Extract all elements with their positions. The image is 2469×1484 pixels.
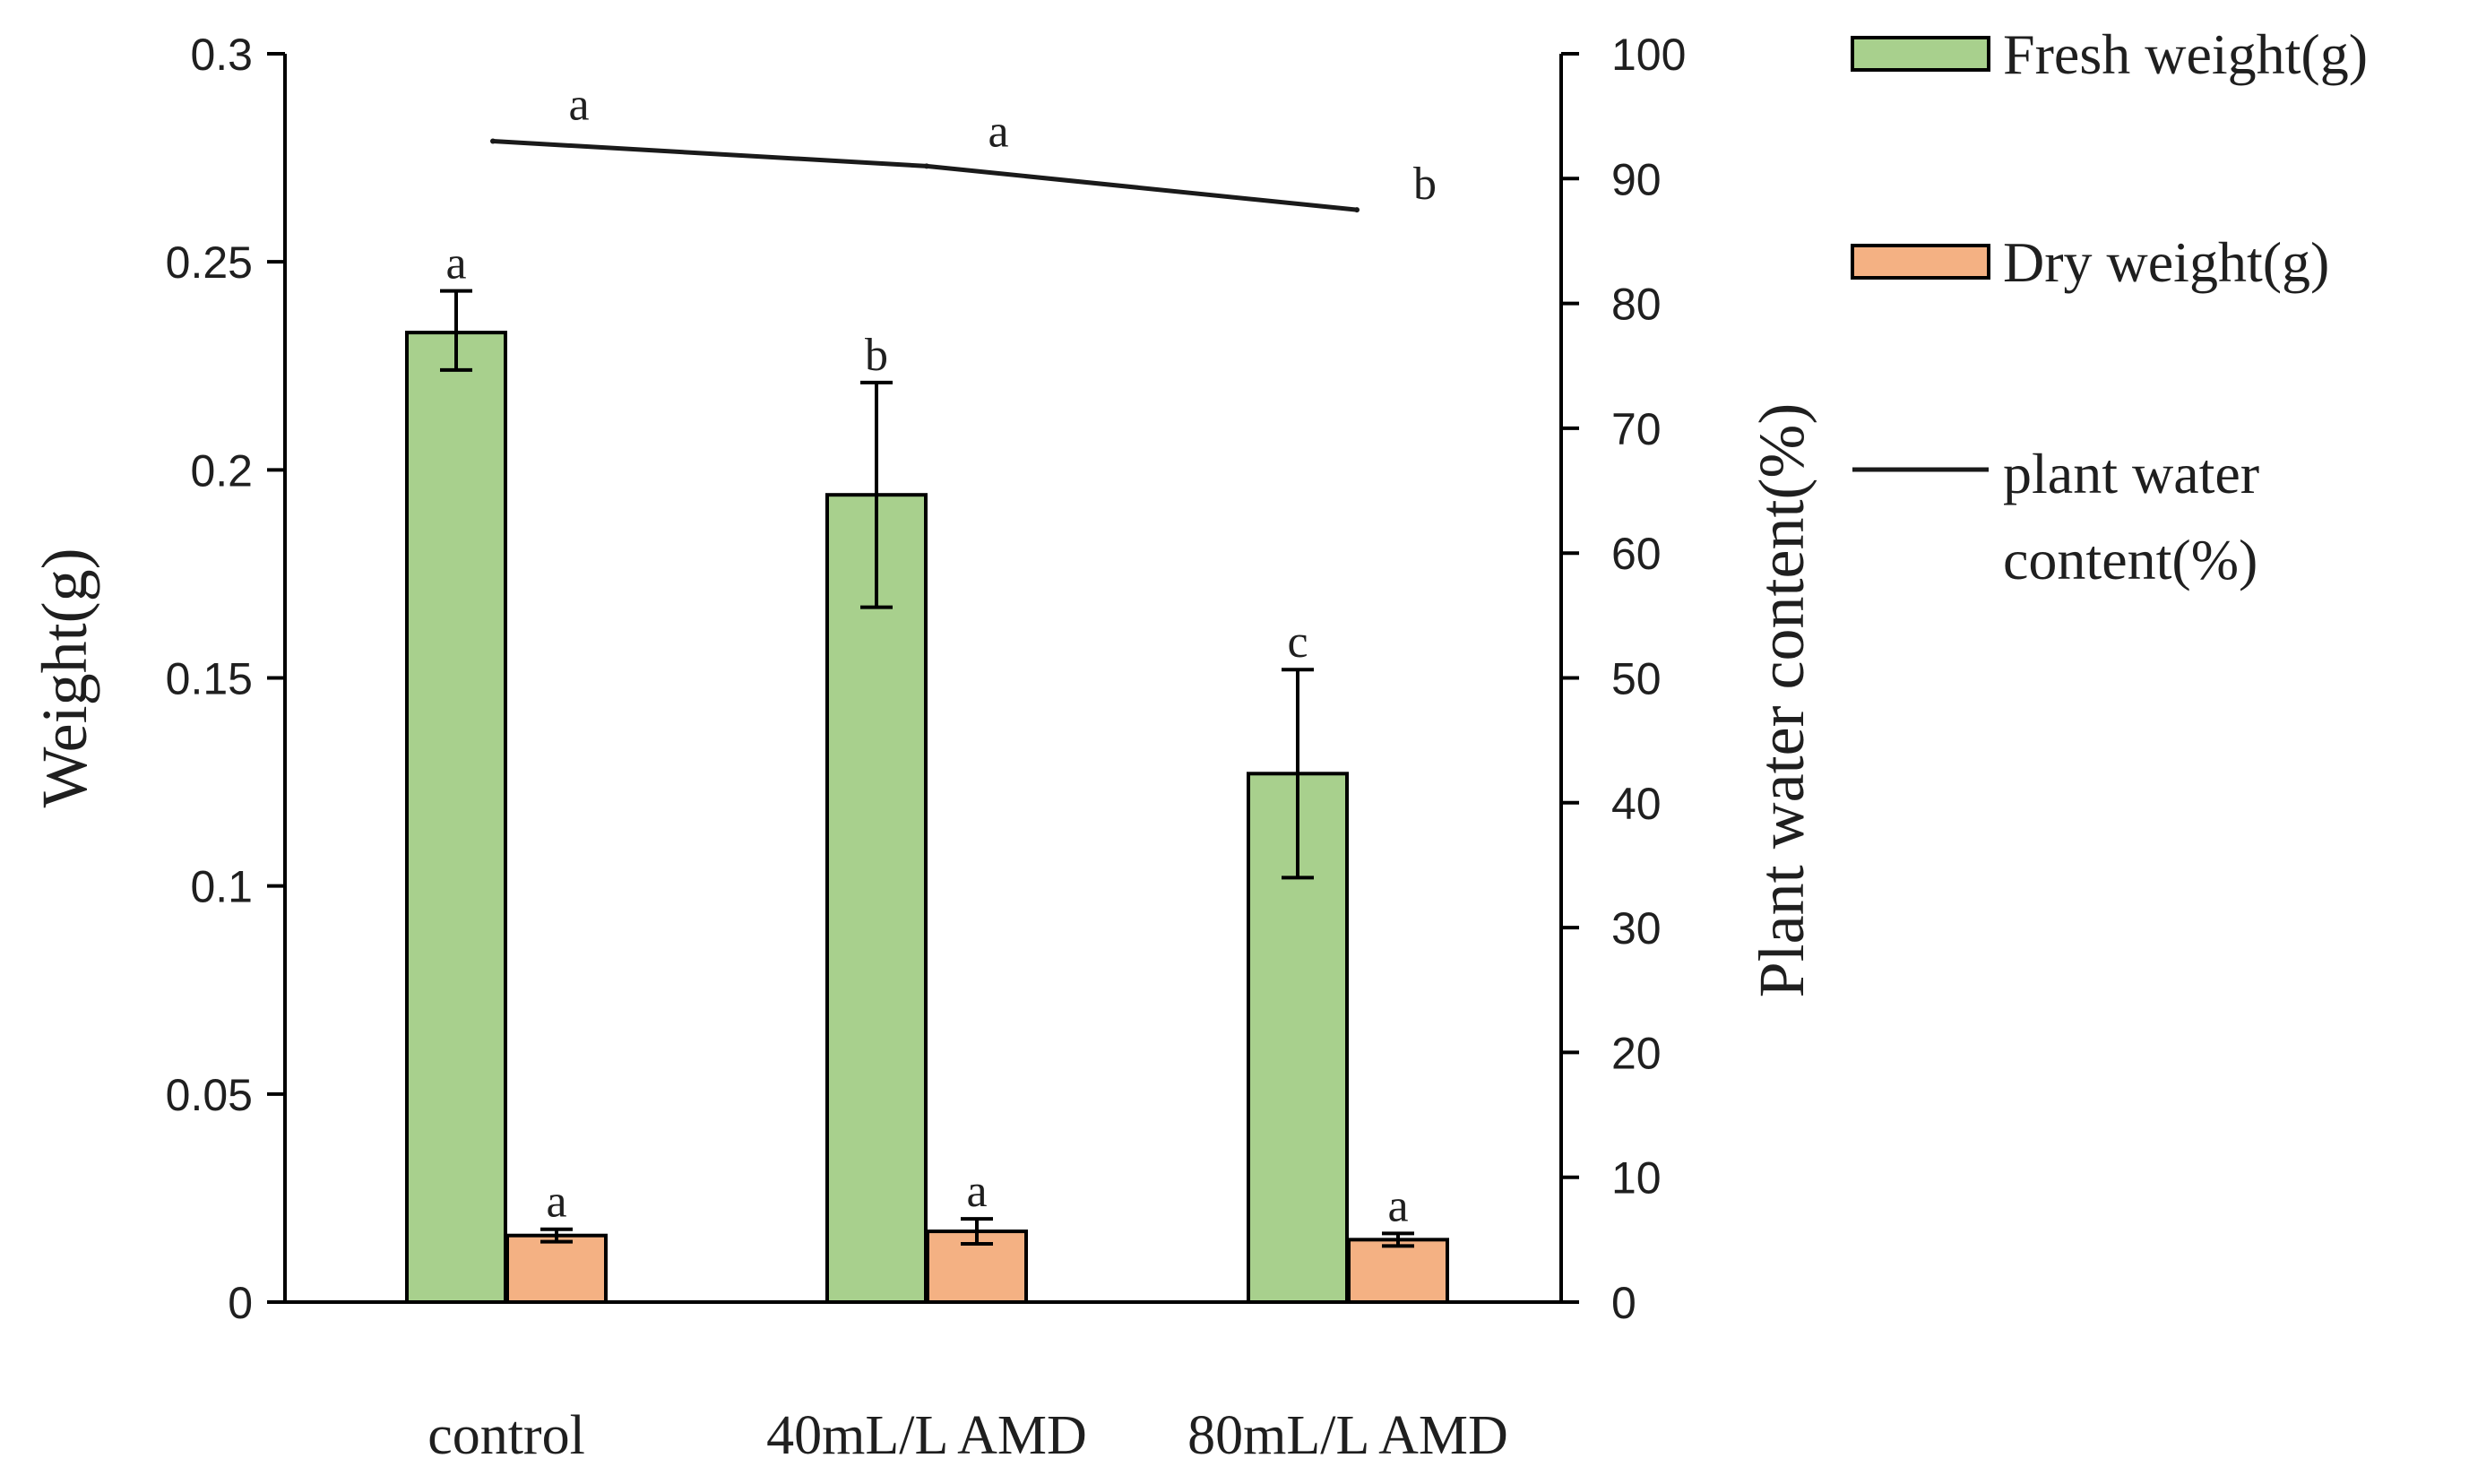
dry-weight-bar (505, 1233, 608, 1304)
left-tick-label: 0.3 (190, 30, 253, 80)
water-content-point (924, 163, 929, 169)
right-tick-label: 70 (1611, 404, 1662, 454)
fresh-weight-significance-label: a (445, 238, 466, 289)
fresh-weight-bar (405, 331, 507, 1304)
water-content-point (1354, 207, 1360, 213)
water-content-significance-label: a (988, 106, 1008, 157)
water-content-significance-label: a (568, 80, 589, 131)
category-label: 40mL/L AMD (766, 1405, 1087, 1466)
left-tick-label: 0.25 (166, 237, 253, 288)
legend-label-dry-weight: Dry weight(g) (2003, 230, 2329, 294)
water-content-line (492, 139, 1358, 212)
category-label: control (427, 1405, 585, 1466)
legend-swatch-dry-weight (1851, 244, 1990, 280)
left-tick-label: 0 (228, 1278, 253, 1328)
left-tick-label: 0.05 (166, 1070, 253, 1120)
dry-weight-significance-label: a (1387, 1180, 1408, 1231)
dry-weight-significance-label: a (546, 1177, 566, 1228)
legend: Fresh weight(g) Dry weight(g) plant water c… (1851, 22, 2368, 591)
left-tick-label: 0.15 (166, 654, 253, 704)
right-tick-label: 10 (1611, 1153, 1662, 1204)
y2-axis-title: Plant water content(%) (1746, 403, 1817, 998)
legend-label-water-content: content(%) (2003, 528, 2257, 591)
right-tick-label: 100 (1611, 30, 1686, 80)
dry-weight-bar (1347, 1238, 1449, 1304)
fresh-weight-bar (825, 493, 928, 1304)
right-tick-label: 50 (1611, 654, 1662, 704)
legend-label-water-content: plant water (2003, 442, 2259, 505)
right-tick-label: 40 (1611, 779, 1662, 829)
left-tick-label: 0.1 (190, 862, 253, 912)
right-tick-label: 0 (1611, 1278, 1636, 1328)
legend-label-fresh-weight: Fresh weight(g) (2003, 22, 2368, 86)
dry-weight-significance-label: a (966, 1166, 987, 1217)
water-content-point (490, 138, 496, 144)
y-axis-title: Weight(g) (29, 548, 100, 807)
fresh-weight-significance-label: b (865, 330, 888, 381)
right-tick-label: 20 (1611, 1028, 1662, 1078)
right-tick-label: 80 (1611, 280, 1662, 330)
right-tick-label: 30 (1611, 903, 1662, 953)
fresh-weight-significance-label: c (1287, 617, 1308, 668)
left-tick-label: 0.2 (190, 445, 253, 496)
plot-area: 0 0.05 0.1 0.15 0.2 0.25 0.3 0 10 20 30 40 50 60 70 80 9… (29, 30, 1817, 1466)
water-content-significance-label: b (1413, 159, 1437, 210)
category-label: 80mL/L AMD (1187, 1405, 1508, 1466)
right-tick-label: 60 (1611, 529, 1662, 579)
right-tick-label: 90 (1611, 154, 1662, 204)
legend-swatch-fresh-weight (1851, 36, 1990, 72)
dry-weight-bar (926, 1229, 1028, 1305)
